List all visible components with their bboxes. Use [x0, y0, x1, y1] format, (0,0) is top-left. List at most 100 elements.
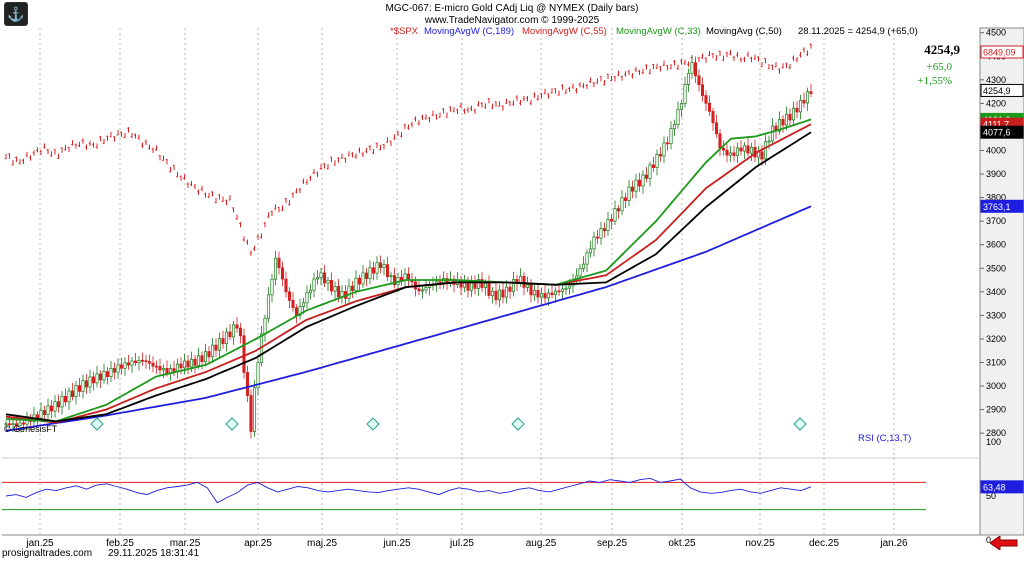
- candle-body: [669, 128, 673, 145]
- candle-body: [784, 113, 789, 126]
- y-tick-label: 3900: [986, 169, 1006, 179]
- y-tick-label: 3700: [986, 216, 1006, 226]
- y-tick-label: 4000: [986, 145, 1006, 155]
- candle-body: [200, 355, 204, 363]
- chart-title: MGC-067: E-micro Gold CAdj Liq @ NYMEX (…: [385, 3, 639, 14]
- last-value-tag-ma189: 3763,1: [983, 202, 1011, 212]
- watermark: © GenesisFT: [4, 424, 58, 434]
- candle-body: [693, 62, 698, 77]
- ma33-line: [5, 118, 812, 423]
- candle-body: [700, 84, 705, 96]
- x-tick-label: nov.25: [745, 538, 775, 549]
- candle-body: [672, 124, 677, 129]
- event-marker-icon: [511, 417, 525, 431]
- candle-body: [291, 300, 295, 309]
- candle-body: [728, 152, 733, 156]
- candle-body: [172, 368, 176, 372]
- candle-body: [595, 236, 600, 239]
- last-value-tag-ma55: 4111,7: [983, 120, 1009, 130]
- candle-body: [245, 372, 250, 396]
- candle-body: [770, 125, 775, 142]
- candle-body: [392, 275, 397, 285]
- candle-body: [154, 365, 159, 368]
- scroll-back-arrow-icon[interactable]: [990, 536, 1018, 550]
- candle-body: [508, 286, 512, 292]
- candle-body: [459, 279, 463, 288]
- y-tick-label: 3200: [986, 334, 1006, 344]
- candle-body: [602, 228, 607, 232]
- candle-body: [704, 95, 708, 104]
- candle-body: [147, 361, 152, 364]
- candle-body: [319, 272, 323, 278]
- candle-body: [123, 362, 127, 369]
- candle-body: [284, 278, 288, 293]
- rsi-title: RSI (C,13,T): [858, 433, 911, 444]
- candle-body: [193, 358, 197, 366]
- x-tick-label: sep.25: [597, 538, 627, 549]
- candle-body: [130, 360, 134, 366]
- candle-body: [609, 219, 614, 222]
- candle-body: [77, 385, 82, 392]
- candle-body: [182, 360, 187, 369]
- candle-body: [424, 287, 428, 291]
- candle-body: [739, 147, 743, 152]
- legend-item: *$SPX: [390, 26, 419, 37]
- candle-body: [151, 362, 155, 367]
- candle-body: [697, 75, 701, 86]
- quote-last: 4254,9: [924, 42, 960, 57]
- candle-body: [725, 149, 729, 156]
- last-value-tag-bg: [980, 45, 1024, 59]
- candle-body: [567, 285, 572, 289]
- legend-item: MovingAvgW (C,33): [616, 26, 701, 37]
- candle-body: [98, 373, 103, 381]
- candle-body: [158, 366, 162, 371]
- candle-body: [620, 197, 624, 212]
- candle-body: [791, 107, 796, 121]
- last-value-tag-ma50: 4077,6: [983, 128, 1011, 138]
- candle-body: [788, 113, 792, 121]
- candle-body: [511, 279, 516, 292]
- candle-body: [578, 268, 582, 277]
- candle-body: [357, 277, 362, 285]
- candle-body: [613, 208, 617, 222]
- y-tick-label: 2900: [986, 405, 1006, 415]
- x-tick-label: maj.25: [307, 538, 337, 549]
- legend-item: MovingAvgW (C,189): [424, 26, 514, 37]
- rsi-y-tick-label: 100: [986, 437, 1001, 447]
- candle-body: [49, 405, 54, 412]
- candle-body: [732, 152, 736, 156]
- event-marker-icon: [90, 417, 104, 431]
- candle-body: [553, 290, 558, 296]
- candle-body: [266, 294, 271, 319]
- candle-body: [588, 248, 593, 254]
- candle-body: [294, 307, 299, 316]
- candle-body: [207, 351, 211, 358]
- candle-body: [532, 289, 537, 296]
- candle-body: [501, 289, 505, 298]
- candle-body: [102, 371, 106, 381]
- y-tick-label: 3500: [986, 263, 1006, 273]
- candle-body: [105, 371, 110, 378]
- ma189-line: [5, 205, 812, 432]
- x-tick-label: feb.25: [106, 538, 134, 549]
- candle-body: [210, 344, 215, 358]
- candle-body: [630, 186, 635, 192]
- candle-body: [186, 360, 190, 368]
- candle-body: [497, 289, 502, 301]
- candle-body: [298, 306, 302, 316]
- candle-body: [466, 282, 470, 291]
- y-tick-label: 3400: [986, 287, 1006, 297]
- candle-body: [60, 395, 64, 408]
- candle-body: [203, 351, 208, 363]
- legend-item: 28.11.2025 = 4254,9 (+65,0): [798, 26, 918, 37]
- candle-body: [805, 91, 810, 104]
- candle-body: [616, 208, 621, 212]
- quote-change: +65,0: [927, 61, 953, 73]
- candle-body: [228, 331, 232, 338]
- candle-body: [273, 257, 278, 280]
- candle-body: [536, 289, 540, 298]
- last-value-tag-spx: 6849,09: [983, 48, 1016, 58]
- candle-body: [494, 290, 498, 301]
- candle-body: [781, 119, 785, 126]
